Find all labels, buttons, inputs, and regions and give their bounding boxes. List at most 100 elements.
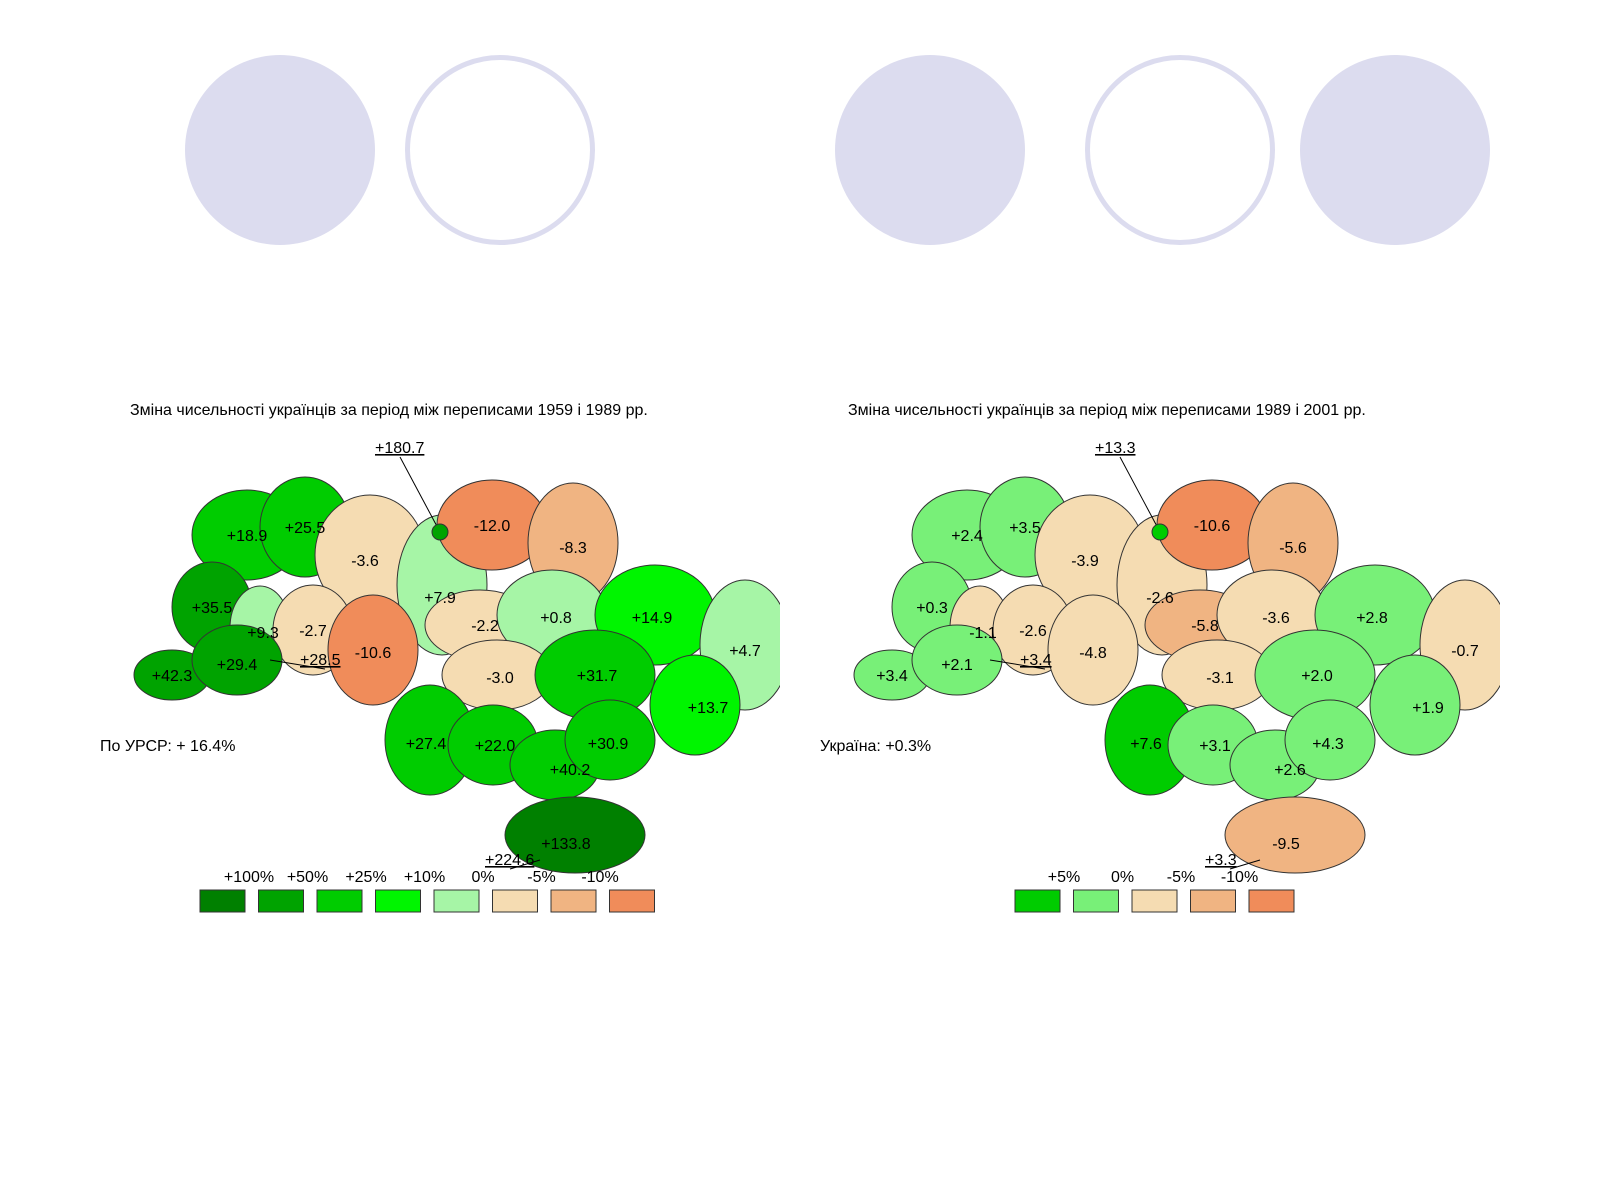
legend-swatch: [1131, 889, 1178, 913]
legend-label: -10%: [1221, 869, 1258, 886]
region-value-label: -3.0: [486, 670, 514, 687]
region-value-label: +4.7: [729, 643, 761, 660]
region-value-label: +3.5: [1009, 520, 1041, 537]
legend-label: +5%: [1048, 869, 1080, 886]
region-value-label: +14.9: [632, 610, 673, 627]
region-value-label: -0.7: [1451, 643, 1479, 660]
region-area: [327, 594, 419, 706]
callout-line: [399, 456, 441, 533]
choropleth-map: Зміна чисельності українців за період мі…: [820, 402, 1511, 913]
region-value-label: -3.9: [1071, 553, 1099, 570]
region-area: [504, 796, 646, 874]
region-area: [1047, 594, 1139, 706]
legend-swatch: [609, 889, 655, 913]
region-value-label: -2.7: [299, 623, 327, 640]
callout-line: [989, 659, 1046, 670]
region-value-label: +25.5: [285, 520, 326, 537]
map-1989-2001: Зміна чисельності українців за період мі…: [820, 395, 1511, 930]
region-value-label: -3.1: [1206, 670, 1234, 687]
legend-swatch: [199, 889, 246, 913]
region-area: [191, 624, 283, 696]
region-value-label: -2.6: [1019, 623, 1047, 640]
city-value-label: +28.5: [300, 652, 341, 669]
legend-swatch: [1014, 889, 1061, 913]
callout-line: [1229, 859, 1261, 870]
map-title: Зміна чисельності українців за період мі…: [130, 402, 648, 419]
decor-circle: [1300, 55, 1490, 245]
region-value-label: +7.9: [424, 590, 456, 607]
region-value-label: +35.5: [192, 600, 233, 617]
legend-swatch: [375, 889, 421, 913]
city-value-label: +224.6: [485, 852, 534, 869]
region-value-label: -9.5: [1272, 836, 1300, 853]
legend-label: +50%: [287, 869, 328, 886]
legend-swatch: [258, 889, 304, 913]
region-value-label: +18.9: [227, 528, 268, 545]
decor-circle: [405, 55, 595, 245]
region-value-label: -3.6: [351, 553, 379, 570]
map-title: Зміна чисельності українців за період мі…: [848, 402, 1366, 419]
choropleth-map: Зміна чисельності українців за період мі…: [100, 402, 791, 913]
legend-swatch: [550, 889, 597, 913]
legend: +5% 0% -5% -10%: [1014, 869, 1295, 913]
region-value-label: -1.1: [969, 625, 997, 642]
region-area: [649, 654, 741, 756]
region-value-label: +30.9: [588, 736, 629, 753]
map-1959-1989: Зміна чисельності українців за період мі…: [100, 395, 791, 930]
region-value-label: +2.8: [1356, 610, 1388, 627]
region-value-label: -8.3: [559, 540, 587, 557]
region-value-label: +40.2: [550, 762, 591, 779]
region-value-label: +133.8: [541, 836, 590, 853]
region-value-label: -12.0: [474, 518, 511, 535]
region-value-label: +2.4: [951, 528, 983, 545]
region-value-label: +13.7: [688, 700, 729, 717]
legend-swatch: [1073, 889, 1119, 913]
region-area: [1224, 796, 1366, 874]
region-value-label: +1.9: [1412, 700, 1444, 717]
region-area: [1369, 654, 1461, 756]
region-value-label: +42.3: [152, 668, 193, 685]
region-value-label: -4.8: [1079, 645, 1107, 662]
legend-label: +10%: [404, 869, 445, 886]
total-change-label: По УРСР: + 16.4%: [100, 738, 235, 755]
region-area: [564, 699, 656, 781]
city-marker: [1151, 523, 1169, 541]
region-value-label: +9.3: [247, 625, 279, 642]
region-value-label: -10.6: [355, 645, 392, 662]
legend-label: 0%: [1111, 869, 1134, 886]
region-value-label: +3.1: [1199, 738, 1231, 755]
decor-circle: [1085, 55, 1275, 245]
legend-label: +25%: [345, 869, 386, 886]
total-change-label: Україна: +0.3%: [820, 738, 931, 755]
region-value-label: -2.2: [471, 618, 499, 635]
region-value-label: -10.6: [1194, 518, 1231, 535]
city-value-label: +3.4: [1020, 652, 1052, 669]
city-value-label: +180.7: [375, 440, 424, 457]
region-value-label: +3.4: [876, 668, 908, 685]
city-marker: [431, 523, 449, 541]
legend-swatch: [1190, 889, 1236, 913]
region-value-label: +22.0: [475, 738, 516, 755]
region-value-label: -5.6: [1279, 540, 1307, 557]
region-value-label: +0.3: [916, 600, 948, 617]
legend-swatch: [492, 889, 538, 913]
legend-label: -5%: [527, 869, 555, 886]
legend-swatch: [1248, 889, 1295, 913]
region-value-label: +2.0: [1301, 668, 1333, 685]
region-value-label: +2.6: [1274, 762, 1306, 779]
legend-swatch: [316, 889, 363, 913]
callout-line: [509, 859, 541, 870]
callout-line: [1119, 456, 1161, 533]
legend-label: +100%: [224, 869, 274, 886]
region-value-label: +7.6: [1130, 736, 1162, 753]
decor-circle: [835, 55, 1025, 245]
region-value-label: +29.4: [217, 657, 258, 674]
legend-swatch: [433, 889, 480, 913]
region-value-label: -5.8: [1191, 618, 1219, 635]
legend: +100% +50% +25% +10% 0% -5% -10%: [199, 869, 655, 913]
region-area: [1284, 699, 1376, 781]
legend-label: -10%: [581, 869, 618, 886]
region-area: [911, 624, 1003, 696]
region-value-label: +0.8: [540, 610, 572, 627]
region-value-label: -3.6: [1262, 610, 1290, 627]
